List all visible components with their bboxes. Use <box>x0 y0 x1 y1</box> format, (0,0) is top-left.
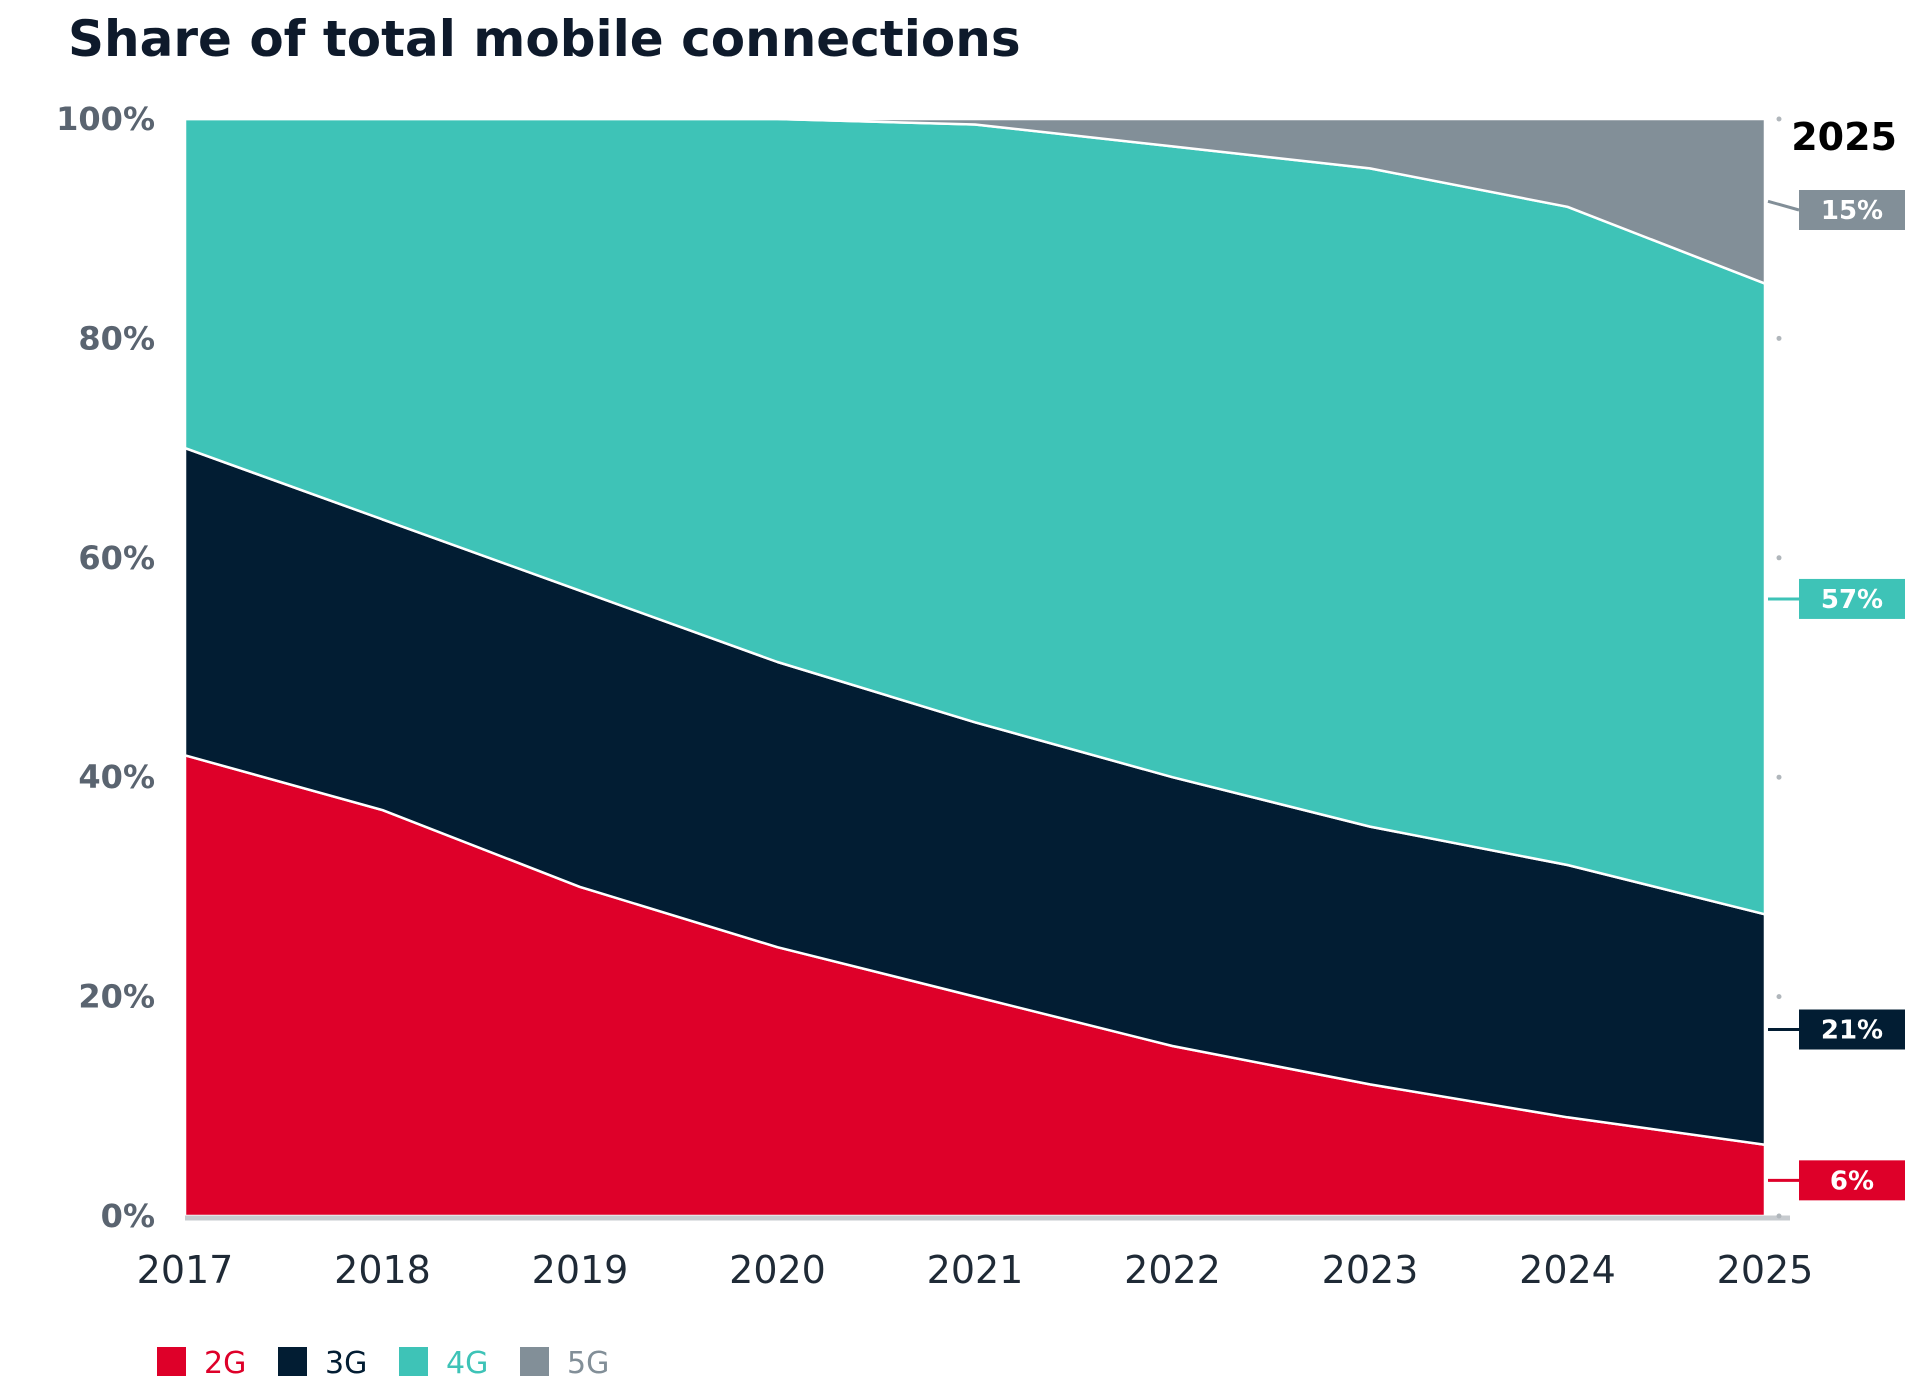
legend-swatch-2g <box>157 1347 186 1376</box>
x-tick-label: 2024 <box>1519 1248 1616 1292</box>
x-tick-label: 2021 <box>927 1248 1024 1292</box>
x-tick-label: 2020 <box>729 1248 826 1292</box>
end-year-label: 2025 <box>1791 115 1897 159</box>
right-tick-dot <box>1776 774 1782 780</box>
x-tick-label: 2019 <box>532 1248 629 1292</box>
end-label-badge-5g <box>1799 190 1905 230</box>
end-label-value-2g: 6% <box>1830 1166 1874 1196</box>
legend-label-2g: 2G <box>204 1346 246 1381</box>
end-label-badge-4g <box>1799 578 1905 619</box>
y-tick-label: 100% <box>56 100 155 138</box>
end-label-badge-3g <box>1799 1009 1905 1050</box>
y-tick-label: 60% <box>78 539 155 577</box>
end-labels: 2025 6% 21% 57% 15% <box>1767 115 1905 1201</box>
y-axis: 0% 20% 40% 60% 80% 100% <box>56 100 1782 1235</box>
area-5g <box>183 117 1767 285</box>
x-tick-label: 2018 <box>334 1248 431 1292</box>
x-tick-label: 2017 <box>137 1248 234 1292</box>
end-label-connector <box>1767 199 1800 212</box>
right-tick-dot <box>1776 116 1782 122</box>
y-tick-label: 80% <box>78 319 155 357</box>
right-tick-dot <box>1776 1213 1782 1219</box>
x-tick-label: 2025 <box>1717 1248 1814 1292</box>
legend-label-3g: 3G <box>325 1346 367 1381</box>
chart-title: Share of total mobile connections <box>68 10 1021 68</box>
end-label-value-3g: 21% <box>1821 1016 1883 1046</box>
x-tick-label: 2023 <box>1322 1248 1419 1292</box>
right-tick-dot <box>1776 994 1782 1000</box>
right-tick-dot <box>1776 335 1782 341</box>
legend-label-5g: 5G <box>567 1346 609 1381</box>
x-axis: 2017 2018 2019 2020 2021 2022 2023 2024 2025 <box>137 1248 1814 1292</box>
end-label-badge-2g <box>1799 1160 1905 1201</box>
y-tick-label: 40% <box>78 758 155 796</box>
legend-swatch-4g <box>399 1347 428 1376</box>
end-label-value-4g: 57% <box>1821 585 1883 615</box>
legend-swatch-5g <box>520 1347 549 1376</box>
right-tick-dot <box>1776 555 1782 561</box>
legend-label-4g: 4G <box>446 1346 488 1381</box>
y-tick-label: 20% <box>78 978 155 1016</box>
area-layers <box>183 117 1790 1221</box>
end-label-value-5g: 15% <box>1821 196 1883 226</box>
y-tick-label: 0% <box>101 1197 155 1235</box>
x-tick-label: 2022 <box>1124 1248 1221 1292</box>
legend-swatch-3g <box>278 1347 307 1376</box>
legend: 2G 3G 4G 5G <box>157 1346 609 1381</box>
